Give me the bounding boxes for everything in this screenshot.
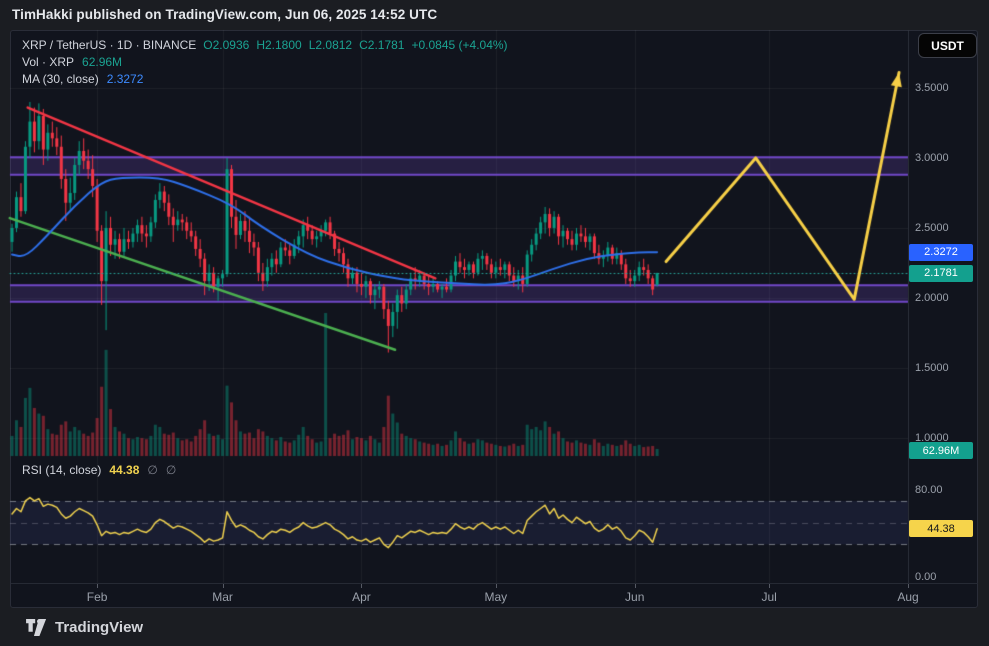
currency-toggle-button[interactable]: USDT [918, 33, 977, 58]
ohlc-close-label: C [359, 38, 368, 52]
price-axis-tick: 2.0000 [915, 291, 949, 304]
ma-value: 2.3272 [106, 72, 144, 86]
volume-badge: 62.96M [909, 442, 973, 460]
price-axis-tick: 2.5000 [915, 221, 949, 234]
rsi-empty-slot-1: ∅ [147, 463, 158, 477]
time-axis-separator [11, 583, 978, 584]
symbol-row: XRP / TetherUS · 1D · BINANCE O2.0936 H2.1… [22, 37, 508, 53]
time-axis-tickmark [496, 584, 497, 588]
ohlc-open-label: O [203, 38, 213, 52]
time-axis-tickmark [361, 584, 362, 588]
time-axis-label[interactable]: Jun [625, 590, 645, 604]
rsi-axis-tick: 80.00 [915, 484, 943, 496]
rsi-legend: RSI (14, close) 44.38 ∅ ∅ [22, 463, 176, 477]
chart-legend: XRP / TetherUS · 1D · BINANCE O2.0936 H2.1… [22, 37, 508, 88]
time-axis-label[interactable]: Apr [352, 590, 371, 604]
ohlc-high-value: 2.1800 [265, 38, 302, 52]
time-axis-label[interactable]: May [484, 590, 508, 604]
time-axis-tickmark [908, 584, 909, 588]
ohlc-low-label: L [308, 38, 316, 52]
ohlc-close-value: 2.1781 [367, 38, 405, 52]
symbol-title: XRP / TetherUS · 1D · BINANCE [22, 38, 197, 52]
rsi-axis-tick: 0.00 [915, 571, 937, 583]
rsi-label: RSI (14, close) [22, 463, 102, 477]
volume-label: Vol · XRP [22, 55, 75, 69]
ma-row: MA (30, close) 2.3272 [22, 71, 508, 87]
ma-price-badge: 2.3272 [909, 243, 973, 261]
tradingview-brand-text: TradingView [55, 619, 144, 636]
price-axis-tick: 1.0000 [915, 431, 949, 444]
ohlc-low-value: 2.0812 [315, 38, 353, 52]
ohlc-high-label: H [256, 38, 265, 52]
time-axis-label[interactable]: Jul [761, 590, 777, 604]
time-axis-label[interactable]: Mar [212, 590, 233, 604]
time-axis-tickmark [223, 584, 224, 588]
rsi-empty-slot-2: ∅ [165, 463, 177, 477]
time-axis-tickmark [769, 584, 770, 588]
tradingview-logo-icon [26, 619, 48, 636]
price-axis-tick: 3.0000 [915, 151, 949, 164]
price-axis-tick: 3.5000 [915, 81, 949, 94]
last-price-badge: 2.1781 [909, 264, 973, 282]
ma-label: MA (30, close) [22, 72, 99, 86]
time-axis-tickmark [97, 584, 98, 588]
time-axis-label[interactable]: Aug [897, 590, 919, 604]
change-value: +0.0845 (+4.04%) [411, 38, 508, 52]
time-axis-tickmark [635, 584, 636, 588]
tradingview-footer-link[interactable]: TradingView [26, 619, 143, 636]
volume-value: 62.96M [82, 55, 123, 69]
volume-row: Vol · XRP 62.96M [22, 54, 508, 70]
ohlc-open-value: 2.0936 [212, 38, 250, 52]
rsi-value: 44.38 [109, 463, 140, 477]
price-axis-tick: 1.5000 [915, 361, 949, 374]
time-axis-label[interactable]: Feb [86, 590, 108, 604]
rsi-badge: 44.38 [909, 520, 973, 538]
price-axis-separator [908, 31, 909, 583]
